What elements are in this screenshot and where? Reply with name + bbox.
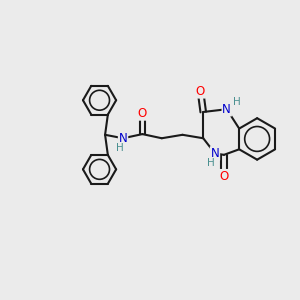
Text: O: O	[219, 170, 229, 183]
Text: H: H	[207, 158, 215, 168]
Text: O: O	[196, 85, 205, 98]
Text: H: H	[116, 143, 124, 153]
Text: N: N	[222, 103, 231, 116]
Text: N: N	[211, 147, 219, 160]
Text: H: H	[232, 97, 240, 106]
Text: O: O	[138, 107, 147, 120]
Text: N: N	[119, 132, 128, 145]
